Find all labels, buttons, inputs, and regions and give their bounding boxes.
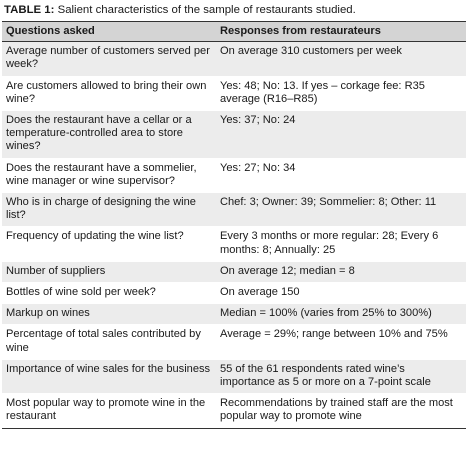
response-cell: Chef: 3; Owner: 39; Sommelier: 8; Other:… bbox=[216, 192, 466, 228]
response-cell: Yes: 48; No: 13. If yes – corkage fee: R… bbox=[216, 76, 466, 112]
response-cell: On average 310 customers per week bbox=[216, 41, 466, 77]
response-cell: Yes: 37; No: 24 bbox=[216, 110, 466, 159]
response-cell: On average 150 bbox=[216, 282, 466, 305]
response-cell: Recommendations by trained staff are the… bbox=[216, 393, 466, 429]
question-cell: Who is in charge of designing the wine l… bbox=[2, 192, 216, 228]
table-row: Markup on wines Median = 100% (varies fro… bbox=[2, 303, 466, 326]
question-cell: Does the restaurant have a cellar or a t… bbox=[2, 110, 216, 159]
header-cell: Responses from restaurateurs bbox=[216, 20, 466, 43]
table-row: Does the restaurant have a sommelier, wi… bbox=[2, 158, 466, 194]
question-cell: Markup on wines bbox=[2, 303, 216, 326]
table-caption: TABLE 1: Salient characteristics of the … bbox=[4, 3, 468, 17]
header-cell: Questions asked bbox=[2, 20, 216, 43]
question-cell: Are customers allowed to bring their own… bbox=[2, 76, 216, 112]
question-cell: Does the restaurant have a sommelier, wi… bbox=[2, 158, 216, 194]
question-cell: Importance of wine sales for the busines… bbox=[2, 359, 216, 395]
response-cell: On average 12; median = 8 bbox=[216, 261, 466, 284]
response-cell: 55 of the 61 respondents rated wine’s im… bbox=[216, 359, 466, 395]
table-row: Most popular way to promote wine in the … bbox=[2, 393, 466, 429]
table-row: Does the restaurant have a cellar or a t… bbox=[2, 110, 466, 159]
caption-label: TABLE 1: bbox=[4, 4, 55, 16]
question-cell: Percentage of total sales contributed by… bbox=[2, 324, 216, 360]
table-row: Percentage of total sales contributed by… bbox=[2, 324, 466, 360]
question-cell: Most popular way to promote wine in the … bbox=[2, 393, 216, 429]
response-cell: Yes: 27; No: 34 bbox=[216, 158, 466, 194]
caption-text: Salient characteristics of the sample of… bbox=[57, 4, 356, 16]
header-row: Questions asked Responses from restaurat… bbox=[2, 20, 466, 43]
question-cell: Number of suppliers bbox=[2, 261, 216, 284]
response-cell: Average = 29%; range between 10% and 75% bbox=[216, 324, 466, 360]
table-row: Average number of customers served per w… bbox=[2, 41, 466, 77]
table-row: Frequency of updating the wine list? Ever… bbox=[2, 226, 466, 262]
response-cell: Every 3 months or more regular: 28; Ever… bbox=[216, 226, 466, 262]
question-cell: Bottles of wine sold per week? bbox=[2, 282, 216, 305]
table-row: Who is in charge of designing the wine l… bbox=[2, 192, 466, 228]
table-row: Number of suppliers On average 12; median… bbox=[2, 261, 466, 284]
table: Questions asked Responses from restaurat… bbox=[2, 20, 466, 429]
question-cell: Frequency of updating the wine list? bbox=[2, 226, 216, 262]
question-cell: Average number of customers served per w… bbox=[2, 41, 216, 77]
table-row: Bottles of wine sold per week? On average… bbox=[2, 282, 466, 305]
table-row: Are customers allowed to bring their own… bbox=[2, 76, 466, 112]
table-body: Average number of customers served per w… bbox=[2, 41, 466, 429]
table-row: Importance of wine sales for the busines… bbox=[2, 359, 466, 395]
response-cell: Median = 100% (varies from 25% to 300%) bbox=[216, 303, 466, 326]
